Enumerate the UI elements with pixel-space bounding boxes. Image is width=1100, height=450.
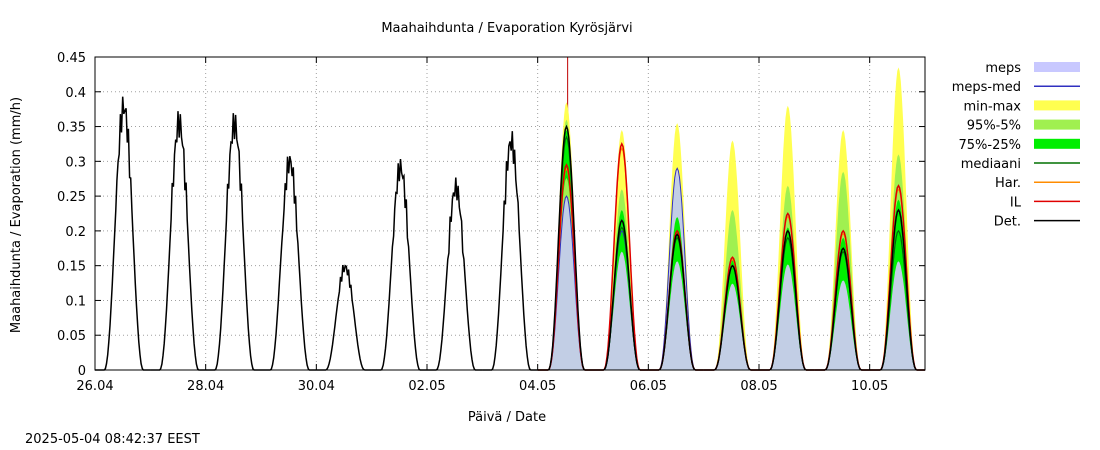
legend-label: Det.: [994, 215, 1021, 230]
p75-p25-band: [537, 130, 593, 370]
chart-title: Maahaihdunta / Evaporation Kyrösjärvi: [381, 21, 632, 36]
legend-label: 95%-5%: [967, 119, 1021, 134]
legend-label: Har.: [995, 176, 1021, 191]
y-tick-label: 0.25: [57, 190, 86, 205]
det-observed-line: [316, 264, 372, 371]
det-observed-line: [150, 111, 206, 371]
x-tick-label: 06.05: [630, 379, 667, 394]
p75-p25-band: [759, 227, 815, 370]
legend-label: mediaani: [961, 157, 1021, 172]
x-tick-label: 28.04: [187, 379, 224, 394]
meps-band: [814, 251, 870, 370]
x-tick-label: 08.05: [740, 379, 777, 394]
plot-border: [94, 56, 926, 371]
meps-band: [593, 230, 649, 370]
x-tick-label: 04.05: [519, 379, 556, 394]
y-axis-label: Maahaihdunta / Evaporation (mm/h): [9, 97, 24, 333]
y-tick-label: 0.35: [57, 121, 86, 136]
y-tick-label: 0: [78, 364, 86, 379]
y-tick-label: 0.05: [57, 329, 86, 344]
y-tick-label: 0.1: [65, 294, 86, 309]
x-tick-label: 30.04: [298, 379, 335, 394]
y-tick-label: 0.15: [57, 260, 86, 275]
det-observed-line: [261, 156, 317, 371]
y-tick-label: 0.45: [57, 51, 86, 66]
x-tick-label: 26.04: [76, 379, 113, 394]
det-observed-line: [371, 158, 427, 371]
x-tick-label: 10.05: [851, 379, 888, 394]
meps-band: [759, 237, 815, 370]
timestamp: 2025-05-04 08:42:37 EEST: [25, 432, 200, 447]
p75-p25-band: [814, 237, 870, 370]
y-tick-label: 0.3: [65, 155, 86, 170]
p75-p25-band: [648, 217, 704, 370]
p75-p25-band: [593, 210, 649, 370]
meps-band: [648, 168, 704, 370]
x-axis-label: Päivä / Date: [468, 410, 546, 425]
p75-p25-band: [703, 258, 759, 370]
legend-label: IL: [1010, 195, 1022, 210]
legend: meps meps-med min-max 95%-5% 75%-25% mediaani…: [952, 61, 1080, 230]
legend-swatch: [1034, 119, 1080, 130]
forecast-bands: [537, 67, 925, 371]
legend-label: min-max: [963, 99, 1021, 114]
legend-label: 75%-25%: [959, 138, 1021, 153]
det-observed-line: [95, 96, 151, 371]
legend-label: meps: [985, 61, 1021, 76]
legend-swatch: [1034, 100, 1080, 111]
det-observed-line: [482, 131, 538, 371]
meps-band: [537, 196, 593, 370]
det-observed-line: [205, 113, 261, 371]
legend-label: meps-med: [952, 80, 1021, 95]
meps-band: [869, 230, 925, 370]
legend-swatch: [1034, 62, 1080, 72]
meps-band: [703, 265, 759, 370]
y-tick-label: 0.2: [65, 225, 86, 240]
legend-swatch: [1034, 138, 1080, 149]
grid: [95, 57, 925, 370]
x-tick-label: 02.05: [408, 379, 445, 394]
axes: 0 0.05 0.1 0.15 0.2 0.25 0.3 0.35 0.4 0.45 26.04 28…: [57, 51, 926, 394]
y-tick-label: 0.4: [65, 86, 86, 101]
det-observed-line: [427, 177, 483, 371]
